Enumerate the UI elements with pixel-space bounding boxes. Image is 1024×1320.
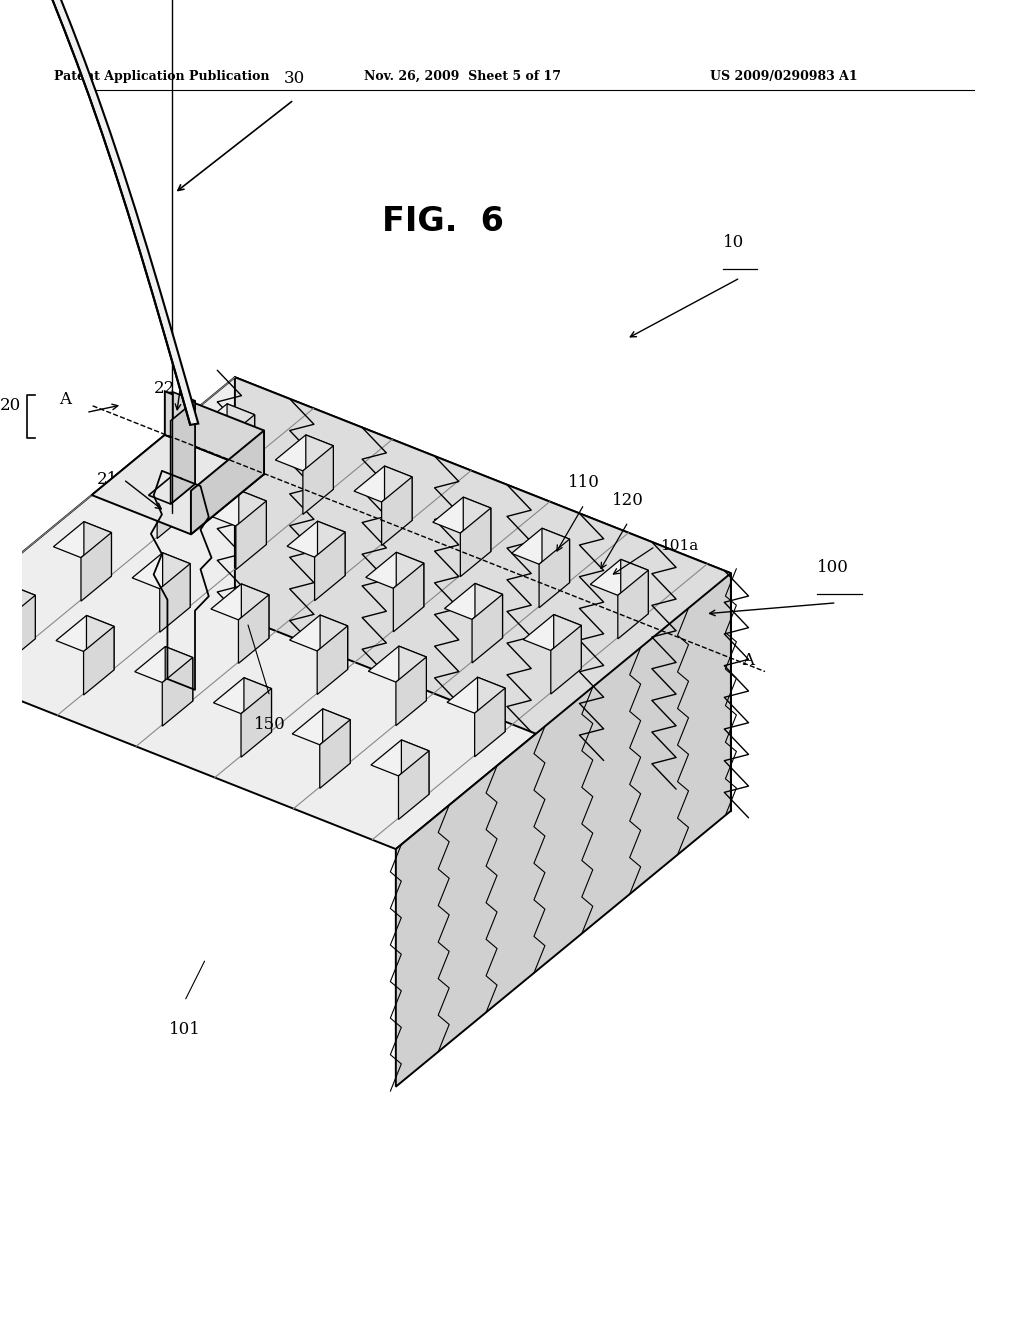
- Polygon shape: [81, 532, 112, 601]
- Polygon shape: [242, 583, 269, 639]
- Text: A: A: [742, 652, 755, 669]
- Polygon shape: [160, 459, 187, 513]
- Text: 20: 20: [0, 397, 22, 414]
- Polygon shape: [241, 689, 271, 758]
- Polygon shape: [477, 677, 505, 731]
- Text: 10: 10: [723, 235, 744, 251]
- Polygon shape: [132, 553, 190, 589]
- Polygon shape: [92, 434, 264, 535]
- Polygon shape: [314, 532, 345, 601]
- Polygon shape: [475, 688, 505, 756]
- Polygon shape: [303, 446, 334, 515]
- Polygon shape: [84, 521, 112, 576]
- Polygon shape: [244, 677, 271, 733]
- Polygon shape: [621, 560, 648, 614]
- Polygon shape: [224, 414, 255, 483]
- Polygon shape: [317, 521, 345, 576]
- Polygon shape: [393, 564, 424, 632]
- Polygon shape: [173, 392, 195, 484]
- Text: 110: 110: [568, 474, 600, 491]
- Polygon shape: [382, 477, 412, 545]
- Polygon shape: [321, 615, 347, 669]
- Polygon shape: [512, 528, 569, 564]
- Text: 101: 101: [169, 1022, 201, 1038]
- Polygon shape: [86, 615, 114, 671]
- Text: Nov. 26, 2009  Sheet 5 of 17: Nov. 26, 2009 Sheet 5 of 17: [365, 70, 561, 83]
- Polygon shape: [213, 677, 271, 714]
- Polygon shape: [236, 502, 266, 570]
- Polygon shape: [396, 552, 424, 607]
- Polygon shape: [398, 645, 426, 701]
- Polygon shape: [165, 647, 193, 701]
- Polygon shape: [354, 466, 412, 502]
- Polygon shape: [369, 645, 426, 682]
- Text: 21: 21: [97, 471, 119, 488]
- Text: 150: 150: [254, 717, 286, 734]
- Polygon shape: [160, 564, 190, 632]
- Polygon shape: [51, 0, 199, 425]
- Polygon shape: [190, 430, 264, 535]
- Polygon shape: [171, 401, 195, 504]
- Polygon shape: [371, 741, 429, 776]
- Polygon shape: [130, 459, 187, 495]
- Polygon shape: [433, 498, 490, 533]
- Polygon shape: [366, 552, 424, 589]
- Polygon shape: [165, 391, 264, 474]
- Polygon shape: [554, 615, 582, 669]
- Polygon shape: [56, 615, 114, 652]
- Polygon shape: [523, 615, 582, 651]
- Polygon shape: [211, 583, 269, 620]
- Polygon shape: [396, 657, 426, 726]
- Polygon shape: [239, 595, 269, 664]
- Text: 22: 22: [154, 380, 175, 397]
- Polygon shape: [0, 585, 35, 620]
- Text: 101a: 101a: [660, 540, 698, 553]
- Polygon shape: [162, 657, 193, 726]
- Polygon shape: [5, 595, 35, 664]
- Text: 30: 30: [284, 70, 304, 87]
- Polygon shape: [0, 378, 731, 849]
- Polygon shape: [53, 521, 112, 557]
- Polygon shape: [539, 539, 569, 607]
- Polygon shape: [551, 626, 582, 694]
- Polygon shape: [472, 594, 503, 663]
- Text: US 2009/0290983 A1: US 2009/0290983 A1: [710, 70, 857, 83]
- Polygon shape: [234, 378, 731, 810]
- Polygon shape: [385, 466, 412, 520]
- Polygon shape: [398, 751, 429, 820]
- Polygon shape: [287, 521, 345, 557]
- Polygon shape: [401, 741, 429, 795]
- Polygon shape: [463, 498, 490, 552]
- Polygon shape: [396, 573, 731, 1086]
- Polygon shape: [447, 677, 505, 713]
- Text: 100: 100: [816, 560, 849, 577]
- Polygon shape: [84, 627, 114, 696]
- Polygon shape: [323, 709, 350, 763]
- Polygon shape: [317, 626, 347, 694]
- Text: Patent Application Publication: Patent Application Publication: [54, 70, 270, 83]
- Polygon shape: [157, 470, 187, 539]
- Polygon shape: [239, 490, 266, 545]
- Polygon shape: [319, 719, 350, 788]
- Polygon shape: [590, 560, 648, 595]
- Text: A: A: [59, 391, 71, 408]
- Polygon shape: [306, 434, 334, 490]
- Polygon shape: [292, 709, 350, 744]
- Polygon shape: [135, 647, 193, 682]
- Polygon shape: [475, 583, 503, 638]
- Polygon shape: [163, 553, 190, 607]
- Polygon shape: [275, 434, 334, 471]
- Text: FIG.  6: FIG. 6: [382, 205, 504, 238]
- Polygon shape: [290, 615, 347, 651]
- Polygon shape: [617, 570, 648, 639]
- Polygon shape: [148, 475, 195, 504]
- Polygon shape: [197, 404, 255, 440]
- Polygon shape: [444, 583, 503, 619]
- Polygon shape: [461, 508, 490, 577]
- Polygon shape: [8, 585, 35, 639]
- Polygon shape: [542, 528, 569, 582]
- Text: 120: 120: [612, 491, 644, 508]
- Polygon shape: [208, 490, 266, 527]
- Polygon shape: [227, 404, 255, 458]
